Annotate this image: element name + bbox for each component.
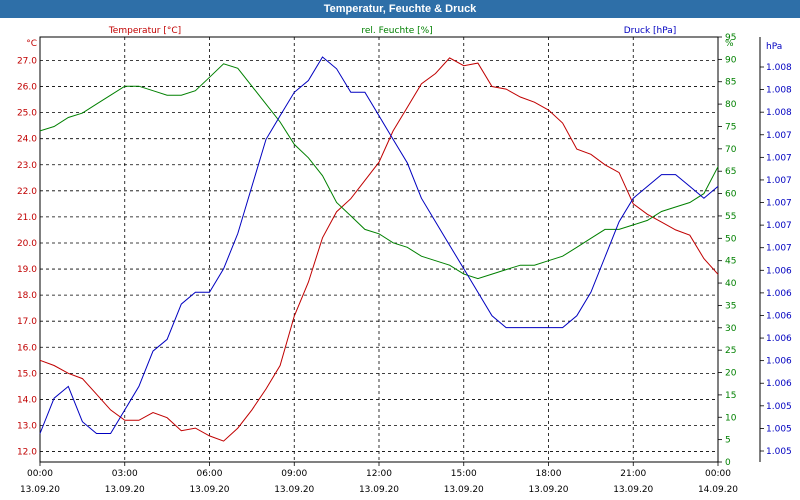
pressure-tick-label: 1.006: [766, 357, 792, 367]
pressure-tick-label: 1.006: [766, 311, 792, 321]
humidity-tick-label: 45: [725, 257, 736, 267]
pressure-tick-label: 1.007: [766, 199, 792, 209]
temperature-tick-label: 21.0: [17, 213, 37, 223]
temperature-tick-label: 22.0: [17, 187, 37, 197]
legend: Temperatur [°C] rel. Feuchte [%] Druck [hP…: [108, 26, 676, 36]
pressure-tick-label: 1.008: [766, 63, 792, 73]
legend-pressure: Druck [hPa]: [624, 26, 677, 36]
temperature-tick-label: 27.0: [17, 56, 37, 66]
temperature-tick-label: 24.0: [17, 135, 37, 145]
humidity-tick-label: 75: [725, 122, 736, 132]
date-tick-label: 13.09.20: [274, 485, 314, 495]
date-tick-label: 13.09.20: [528, 485, 568, 495]
pressure-tick-label: 1.005: [766, 402, 792, 412]
temperature-tick-label: 26.0: [17, 83, 37, 93]
humidity-tick-label: 55: [725, 212, 736, 222]
temperature-tick-label: 12.0: [17, 448, 37, 458]
time-tick-label: 03:00: [112, 469, 138, 479]
temperature-tick-label: 17.0: [17, 317, 37, 327]
pressure-tick-label: 1.007: [766, 176, 792, 186]
temperature-tick-label: 13.0: [17, 421, 37, 431]
temperature-tick-label: 16.0: [17, 343, 37, 353]
grid: [40, 37, 718, 462]
humidity-tick-label: 95: [725, 33, 736, 43]
pressure-tick-label: 1.006: [766, 334, 792, 344]
temperature-tick-label: 18.0: [17, 291, 37, 301]
pressure-tick-label: 1.007: [766, 131, 792, 141]
humidity-tick-label: 10: [725, 413, 737, 423]
time-tick-label: 21:00: [620, 469, 646, 479]
time-tick-label: 00:00: [27, 469, 53, 479]
pressure-tick-label: 1.005: [766, 447, 792, 457]
legend-humidity: rel. Feuchte [%]: [361, 26, 432, 36]
pressure-unit-label: hPa: [766, 42, 782, 52]
time-tick-label: 00:00: [705, 469, 731, 479]
pressure-tick-label: 1.008: [766, 86, 792, 96]
time-tick-label: 09:00: [281, 469, 307, 479]
humidity-tick-label: 60: [725, 190, 737, 200]
pressure-tick-label: 1.006: [766, 379, 792, 389]
temperature-tick-label: 19.0: [17, 265, 37, 275]
series-lines: [39, 56, 719, 442]
legend-temperature: Temperatur [°C]: [108, 26, 181, 36]
humidity-unit-label: %: [725, 39, 734, 49]
pressure-line: [39, 56, 719, 434]
time-tick-label: 18:00: [536, 469, 562, 479]
humidity-tick-label: 15: [725, 391, 736, 401]
pressure-tick-label: 1.007: [766, 153, 792, 163]
humidity-tick-label: 65: [725, 167, 736, 177]
date-tick-label: 13.09.20: [105, 485, 145, 495]
pressure-tick-label: 1.006: [766, 289, 792, 299]
temperature-tick-label: 15.0: [17, 369, 37, 379]
temperature-tick-label: 14.0: [17, 395, 37, 405]
temperature-unit-label: °C: [26, 39, 37, 49]
time-tick-label: 06:00: [197, 469, 223, 479]
date-tick-label: 13.09.20: [20, 485, 60, 495]
time-tick-label: 12:00: [366, 469, 392, 479]
pressure-tick-label: 1.008: [766, 108, 792, 118]
pressure-tick-label: 1.007: [766, 221, 792, 231]
humidity-tick-label: 20: [725, 369, 737, 379]
humidity-axis: 0 5 10 15 20 25 30 35 40 45 50 55 60 65 70 75 80 85 90 95%: [718, 33, 737, 468]
pressure-tick-label: 1.006: [766, 266, 792, 276]
humidity-tick-label: 50: [725, 234, 737, 244]
pressure-tick-label: 1.005: [766, 424, 792, 434]
humidity-tick-label: 0: [725, 458, 731, 468]
humidity-tick-label: 35: [725, 301, 736, 311]
date-tick-label: 13.09.20: [359, 485, 399, 495]
humidity-tick-label: 25: [725, 346, 736, 356]
pressure-axis: 1.005 1.005 1.005 1.006 1.006 1.006 1.006 1.006…: [759, 37, 792, 462]
temperature-axis: 12.0 13.0 14.0 15.0 16.0 17.0 18.0 19.0 20.0 21.0…: [17, 39, 37, 458]
pressure-tick-label: 1.007: [766, 244, 792, 254]
humidity-tick-label: 90: [725, 55, 737, 65]
temperature-line: [39, 57, 719, 442]
temperature-tick-label: 20.0: [17, 239, 37, 249]
time-axis: 00:00 13.09.20 03:00 13.09.20 06:00 13.09.20 0…: [20, 462, 738, 495]
date-tick-label: 13.09.20: [189, 485, 229, 495]
humidity-tick-label: 80: [725, 100, 737, 110]
temperature-tick-label: 25.0: [17, 109, 37, 119]
humidity-tick-label: 5: [725, 436, 731, 446]
humidity-tick-label: 40: [725, 279, 737, 289]
humidity-tick-label: 70: [725, 145, 737, 155]
humidity-line: [39, 63, 719, 280]
humidity-tick-label: 85: [725, 78, 736, 88]
date-tick-label: 13.09.20: [613, 485, 653, 495]
time-tick-label: 15:00: [451, 469, 477, 479]
humidity-tick-label: 30: [725, 324, 737, 334]
date-tick-label: 13.09.20: [444, 485, 484, 495]
date-tick-label: 14.09.20: [698, 485, 738, 495]
temperature-tick-label: 23.0: [17, 161, 37, 171]
window-title: Temperatur, Feuchte & Druck: [0, 0, 800, 18]
